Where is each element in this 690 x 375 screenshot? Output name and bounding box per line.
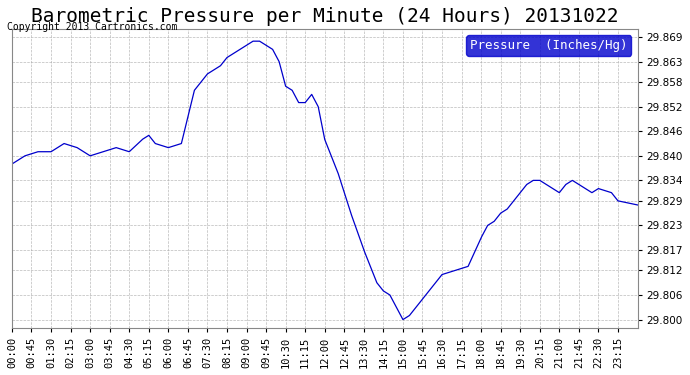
Text: Copyright 2013 Cartronics.com: Copyright 2013 Cartronics.com xyxy=(7,22,177,32)
Legend: Pressure  (Inches/Hg): Pressure (Inches/Hg) xyxy=(466,35,631,56)
Title: Barometric Pressure per Minute (24 Hours) 20131022: Barometric Pressure per Minute (24 Hours… xyxy=(31,7,618,26)
